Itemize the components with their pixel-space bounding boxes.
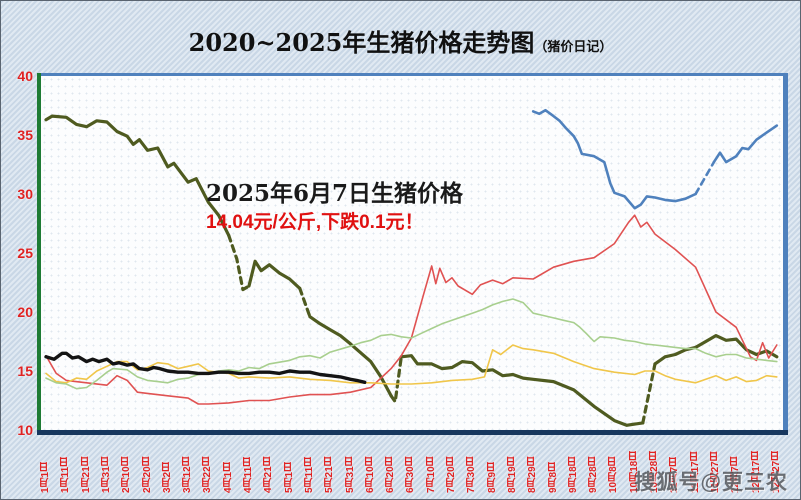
x-tick-label: 9月8日 <box>547 461 559 493</box>
x-tick-label: 1月21日 <box>80 456 92 493</box>
y-axis: 10 15 20 25 30 35 40 <box>1 1 37 499</box>
x-tick-label: 7月30日 <box>466 456 478 493</box>
y-tick-label-25: 25 <box>17 245 33 261</box>
x-tick-label: 4月11日 <box>243 456 254 493</box>
x-tick-label: 5月11日 <box>303 456 315 493</box>
plot-border-top <box>38 73 788 76</box>
series-line-2023 (系列4) <box>45 344 778 385</box>
y-tick-label-15: 15 <box>17 363 33 379</box>
plot-border-right <box>783 73 788 434</box>
price-annotation-date: 2025年6月7日生猪价格 <box>206 180 464 207</box>
y-tick-label-10: 10 <box>17 422 33 438</box>
x-tick-label: 3月22日 <box>202 456 214 493</box>
x-tick-label: 9月18日 <box>567 456 579 493</box>
series-line-2020 (系列7) <box>531 108 697 210</box>
x-tick-label: 5月1日 <box>283 461 295 493</box>
x-tick-label: 7月20日 <box>446 456 457 493</box>
x-tick-label: 8月9日 <box>486 461 498 493</box>
x-tick-label: 10月8日 <box>608 456 620 493</box>
x-tick-label: 1月31日 <box>100 456 112 493</box>
plot-area <box>41 76 783 430</box>
series-line-2022 (系列3) <box>45 214 778 405</box>
price-annotation-value: 14.04元/公斤,下跌0.1元！ <box>206 212 424 233</box>
plot-border-bottom <box>37 430 788 435</box>
x-tick-label: 3月2日 <box>161 461 173 493</box>
x-tick-label: 1月1日 <box>40 461 51 493</box>
x-tick-label: 5月31日 <box>344 456 356 493</box>
series-line-2020 (系列7) <box>694 160 716 196</box>
series-line-2021 (系列2) <box>641 362 657 425</box>
x-tick-label: 6月30日 <box>405 456 417 493</box>
y-tick-label-40: 40 <box>17 68 33 84</box>
x-tick-label: 5月21日 <box>324 456 336 493</box>
x-tick-label: 1月11日 <box>60 456 72 493</box>
series-line-2021 (系列2) <box>247 259 302 290</box>
x-tick-label: 3月12日 <box>182 456 194 493</box>
series-line-2021 (系列2) <box>653 334 779 366</box>
plot-border-left <box>37 73 41 434</box>
y-tick-label-30: 30 <box>17 186 33 202</box>
chart-title: 2020~2025年生猪价格走势图（猪价日记） <box>1 23 800 58</box>
series-line-2021 (系列2) <box>308 315 393 398</box>
y-tick-label-20: 20 <box>17 304 33 320</box>
series-line-2021 (系列2) <box>227 233 251 292</box>
x-tick-label: 8月29日 <box>527 456 539 493</box>
x-tick-label: 7月10日 <box>425 456 437 493</box>
x-tick-label: 9月28日 <box>588 456 600 493</box>
series-line-2025 (系列6) <box>44 351 367 384</box>
series-line-2021 (系列2) <box>44 114 231 237</box>
x-tick-label: 2月20日 <box>141 456 153 493</box>
x-tick-label: 4月21日 <box>263 456 275 493</box>
series-line-2020 (系列7) <box>712 124 779 164</box>
x-tick-label: 8月19日 <box>506 456 518 493</box>
chart-title-main: 2020~2025年生猪价格走势图 <box>188 28 535 57</box>
watermark-text: 搜狐号@更三农 <box>634 471 788 494</box>
x-tick-label: 4月1日 <box>222 461 234 493</box>
series-line-2021 (系列2) <box>389 355 403 404</box>
x-tick-label: 6月10日 <box>364 456 376 493</box>
x-tick-label: 6月20日 <box>385 456 397 493</box>
series-line-2024 (系列5) <box>45 298 778 390</box>
chart-title-sub: （猪价日记） <box>534 40 613 55</box>
x-tick-label: 2月10日 <box>121 456 133 493</box>
plot-svg <box>44 108 779 427</box>
series-line-2021 (系列2) <box>298 286 312 319</box>
y-tick-label-35: 35 <box>17 127 33 143</box>
series-line-2021 (系列2) <box>399 354 645 427</box>
